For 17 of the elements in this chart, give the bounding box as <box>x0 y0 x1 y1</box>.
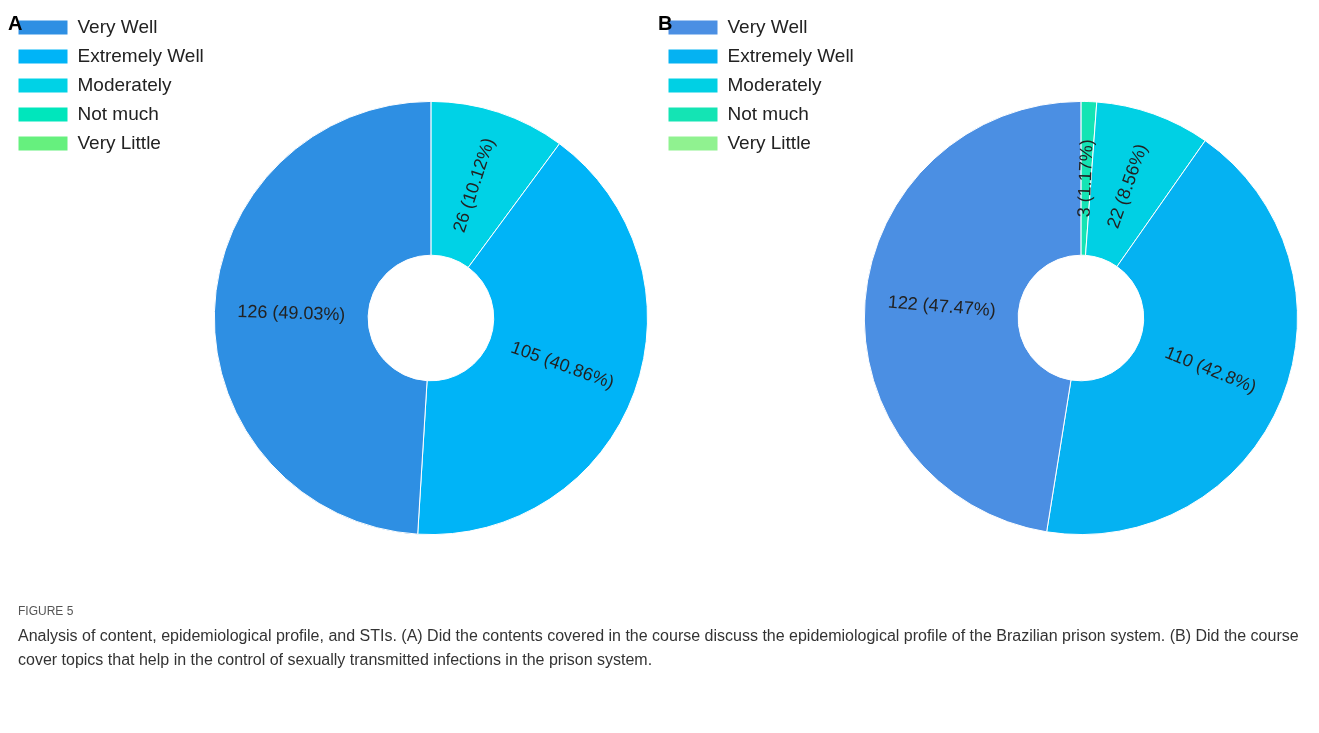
legend-label: Extremely Well <box>77 44 204 66</box>
chart-title: B <box>658 11 673 34</box>
legend-label: Very Well <box>77 15 158 37</box>
legend-label: Very Little <box>77 131 161 153</box>
legend-label: Very Well <box>727 15 808 37</box>
legend-label: Moderately <box>727 73 822 95</box>
legend-label: Moderately <box>77 73 172 95</box>
data-label: 3 (1.17%) <box>1073 139 1097 218</box>
data-label: 122 (47.47%) <box>887 291 997 321</box>
caption: FIGURE 5 <box>18 604 75 618</box>
legend-label: Very Little <box>727 131 811 153</box>
chart-title: A <box>8 11 23 34</box>
legend-label: Not much <box>727 102 809 124</box>
data-label: 126 (49.03%) <box>237 301 346 325</box>
legend-label: Not much <box>77 102 159 124</box>
text: Analysis of content, epidemiological profile, and STIs. (A) Did the contents covered in the course discuss the epidemiological profile of the Brazilian prison system. (B) Did the course cover topics that help in the control of sexually transmitted infections in the prison system. <box>18 626 1300 670</box>
legend-label: Extremely Well <box>727 44 854 66</box>
